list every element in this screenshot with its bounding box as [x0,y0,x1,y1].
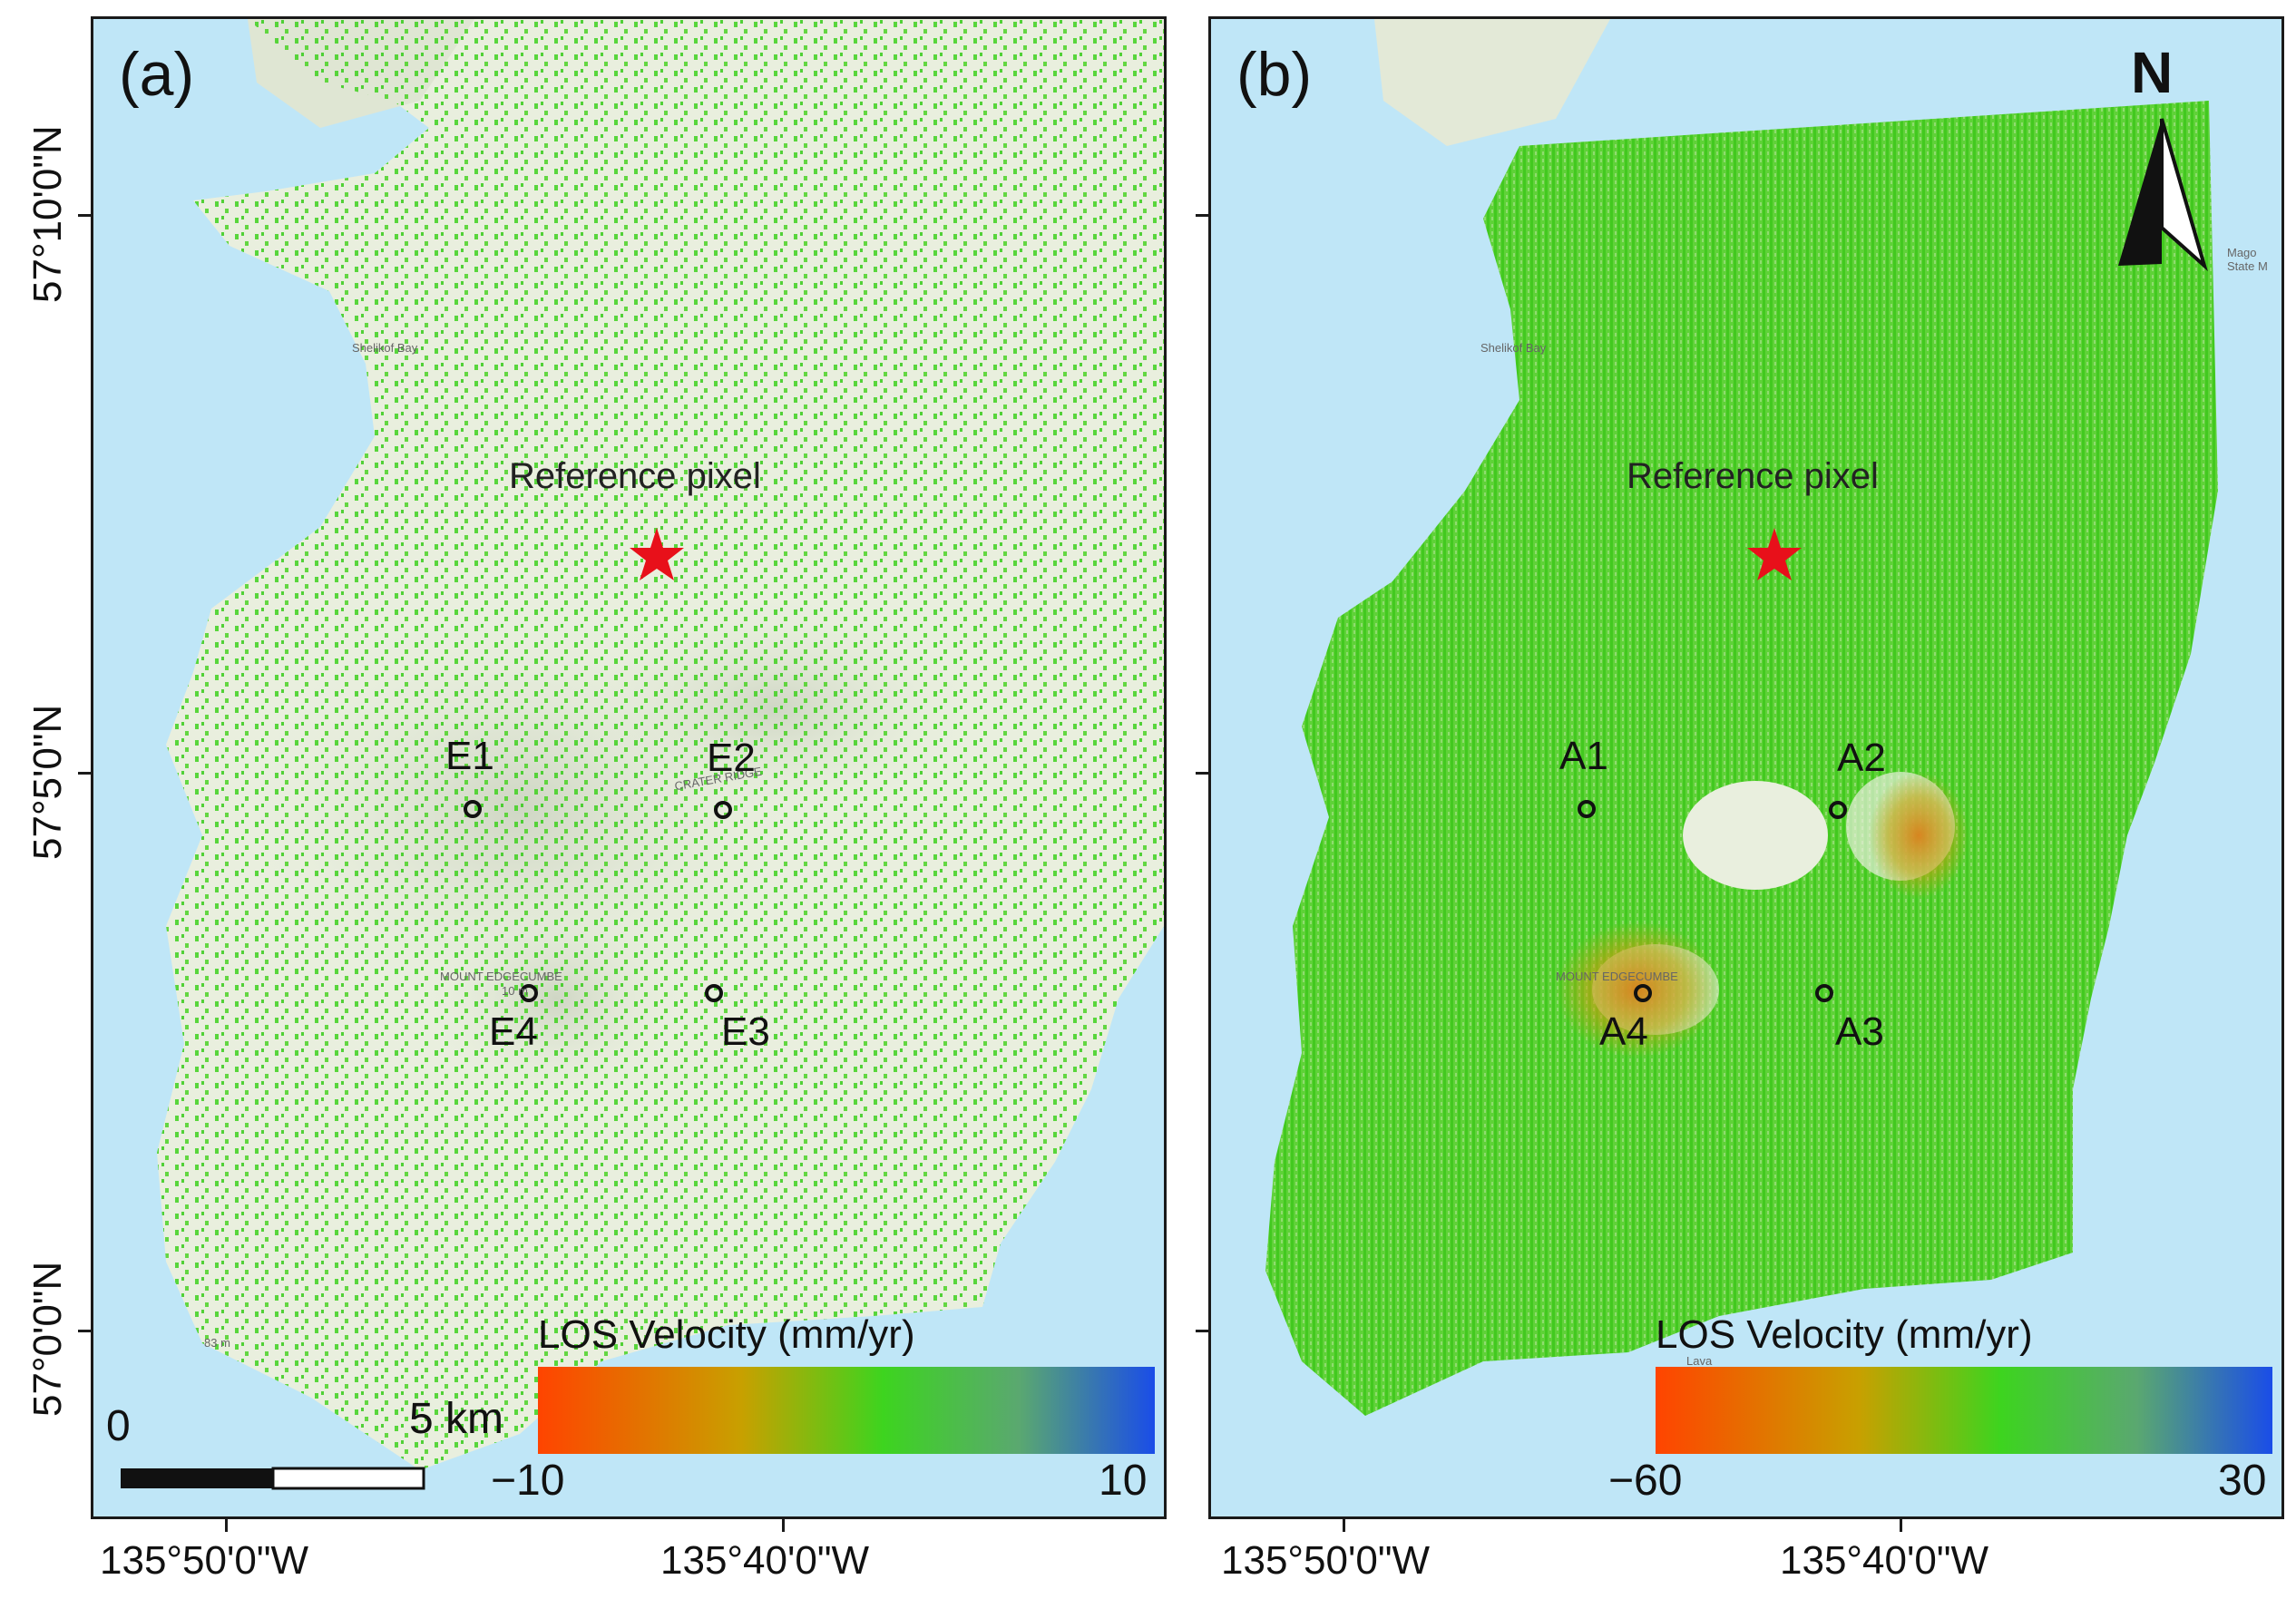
reference-star [1747,528,1802,580]
colorbar-min-b: −60 [1608,1457,1683,1505]
colorbar-max-b: 30 [2218,1457,2267,1505]
lon-label-135-50-a: 135°50'0"W [100,1538,308,1583]
mountain-label-a: MOUNT EDGECUMBE [440,970,562,983]
lat-label-57-05: 57°5'0"N [25,704,70,860]
lon-tick [1900,1519,1902,1532]
point-marker-E3 [705,984,723,1002]
panel-tag-a: (a) [119,40,195,109]
lat-tick [78,1330,93,1332]
point-label-E2: E2 [707,736,756,780]
point-marker-A1 [1578,800,1596,818]
lat-tick [1196,1330,1210,1332]
lava-label-b: Lava [1686,1354,1713,1368]
lat-label-57-00: 57°0'0"N [25,1261,70,1417]
reference-star [630,528,684,580]
north-arrow-left [2118,119,2162,266]
lat-label-57-10: 57°10'0"N [25,125,70,303]
point-label-E3: E3 [721,1009,770,1054]
map-canvas-a [121,19,1164,1490]
panel-tag-b: (b) [1236,40,1313,109]
point-marker-A2 [1829,801,1847,819]
north-arrow-right [2160,118,2208,272]
lon-label-135-40-b: 135°40'0"W [1780,1538,1988,1583]
lat-tick [78,214,93,217]
bay-label-b: Shelikof Bay [1480,341,1547,355]
colorbar-title-b: LOS Velocity (mm/yr) [1656,1312,2033,1357]
lat-tick [1196,214,1210,217]
map-panel-a: (a) Shelikof Bay CRATER RIDGE MOUNT EDGE… [91,16,1167,1519]
lon-tick [782,1519,785,1532]
elev-label-a: 10 m [502,984,528,998]
scale-bar-black [121,1468,273,1488]
colorbar-title-a: LOS Velocity (mm/yr) [538,1312,915,1357]
data-footprint-b [1265,101,2218,1416]
map-canvas-b [1265,19,2218,1416]
point-label-E1: E1 [445,734,494,778]
elev2-label-a: 83 m [204,1336,230,1350]
point-marker-A4 [1634,984,1652,1002]
lon-tick [225,1519,228,1532]
lon-tick [1343,1519,1345,1532]
point-label-A3: A3 [1835,1009,1884,1054]
scale-bar-white [271,1467,425,1490]
point-marker-E1 [464,800,482,818]
colorbar-a [538,1367,1155,1454]
scale-end-a: 5 km [409,1395,504,1443]
point-label-E4: E4 [489,1009,538,1054]
point-marker-A3 [1815,984,1833,1002]
reference-label-b: Reference pixel [1627,456,1879,496]
lat-tick [1196,772,1210,775]
colorbar-max-a: 10 [1099,1457,1148,1505]
point-marker-E4 [520,984,538,1002]
mountain-label-b: MOUNT EDGECUMBE [1556,970,1678,983]
lon-label-135-50-b: 135°50'0"W [1221,1538,1430,1583]
colorbar-b [1656,1367,2272,1454]
north-label: N [2131,40,2174,105]
point-label-A2: A2 [1837,736,1886,780]
reference-label-a: Reference pixel [509,456,761,496]
point-label-A4: A4 [1599,1009,1648,1054]
map-panel-b: (b) N Shelikof Bay Mago State M MOUNT ED… [1208,16,2284,1519]
point-label-A1: A1 [1559,734,1608,778]
scale-zero-a: 0 [106,1402,131,1450]
state-label-b: Mago State M [2227,246,2268,273]
bay-label-a: Shelikof Bay [352,341,418,355]
colorbar-min-a: −10 [491,1457,565,1505]
point-marker-E2 [714,801,732,819]
lat-tick [78,772,93,775]
lon-label-135-40-a: 135°40'0"W [660,1538,869,1583]
